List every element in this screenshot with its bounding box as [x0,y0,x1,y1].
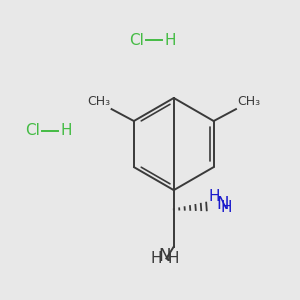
Text: CH₃: CH₃ [238,94,261,108]
Text: H: H [61,123,72,138]
Text: H: H [221,200,232,215]
Text: H: H [167,251,178,266]
Text: CH₃: CH₃ [87,94,110,108]
Text: Cl: Cl [129,32,144,47]
Text: Cl: Cl [25,123,40,138]
Text: N: N [159,247,171,265]
Text: H: H [208,189,220,204]
Text: H: H [150,251,162,266]
Text: H: H [165,32,176,47]
Text: N: N [217,195,230,213]
